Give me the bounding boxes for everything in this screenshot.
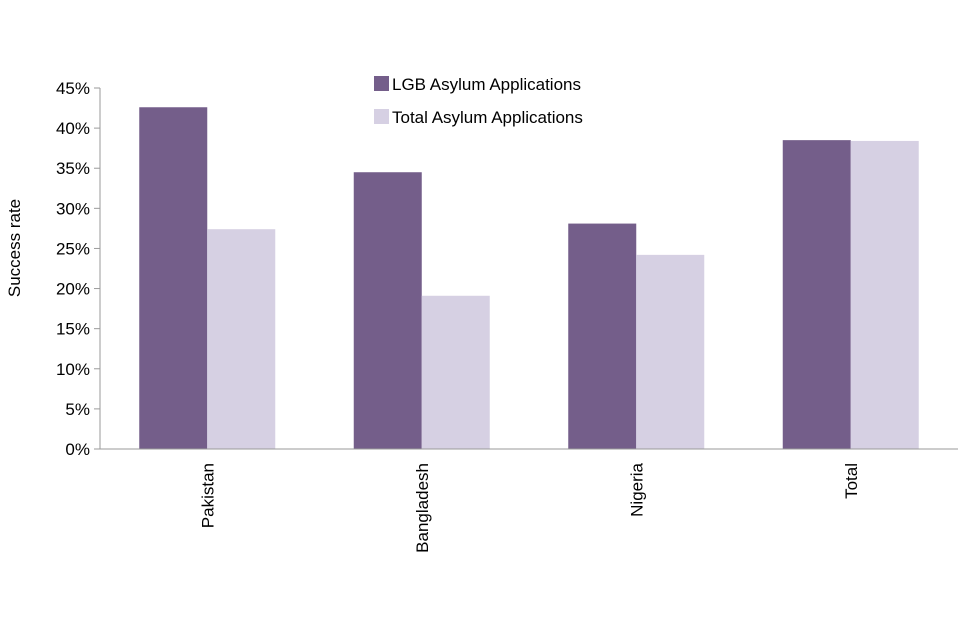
y-tick-label: 5% <box>65 400 90 419</box>
x-category-label: Nigeria <box>627 462 646 516</box>
bars <box>139 107 919 450</box>
bar-total-series-1 <box>782 140 851 449</box>
legend-label: LGB Asylum Applications <box>392 75 581 94</box>
legend: LGB Asylum Applications Total Asylum Appl… <box>374 75 583 127</box>
bar-bangladesh-series-1 <box>353 172 422 449</box>
legend-swatch <box>374 109 389 124</box>
y-tick-label: 15% <box>56 320 90 339</box>
bar-pakistan-series-1 <box>139 107 208 450</box>
bar-total-series-2 <box>850 140 919 450</box>
bar-pakistan-series-2 <box>207 229 276 449</box>
y-tick-label: 25% <box>56 239 90 258</box>
y-axis-title: Success rate <box>5 199 24 297</box>
bar-bangladesh-series-2 <box>421 295 490 449</box>
bar-nigeria-series-1 <box>568 223 637 449</box>
y-tick-label: 35% <box>56 159 90 178</box>
y-tick-label: 20% <box>56 280 90 299</box>
y-tick-label: 30% <box>56 199 90 218</box>
y-tick-label: 45% <box>56 79 90 98</box>
x-category-label: Pakistan <box>198 463 217 528</box>
x-category-label: Total <box>842 463 861 499</box>
y-axis: 0% 5% 10% 15% 20% 25% 30% 35% 40% 45% <box>56 79 101 459</box>
x-axis: Pakistan Bangladesh Nigeria Total <box>100 448 958 553</box>
bar-nigeria-series-2 <box>636 254 705 449</box>
legend-swatch <box>374 76 389 91</box>
y-tick-label: 0% <box>65 440 90 459</box>
y-tick-label: 40% <box>56 119 90 138</box>
legend-label: Total Asylum Applications <box>392 108 583 127</box>
x-category-label: Bangladesh <box>413 463 432 553</box>
y-tick-label: 10% <box>56 360 90 379</box>
